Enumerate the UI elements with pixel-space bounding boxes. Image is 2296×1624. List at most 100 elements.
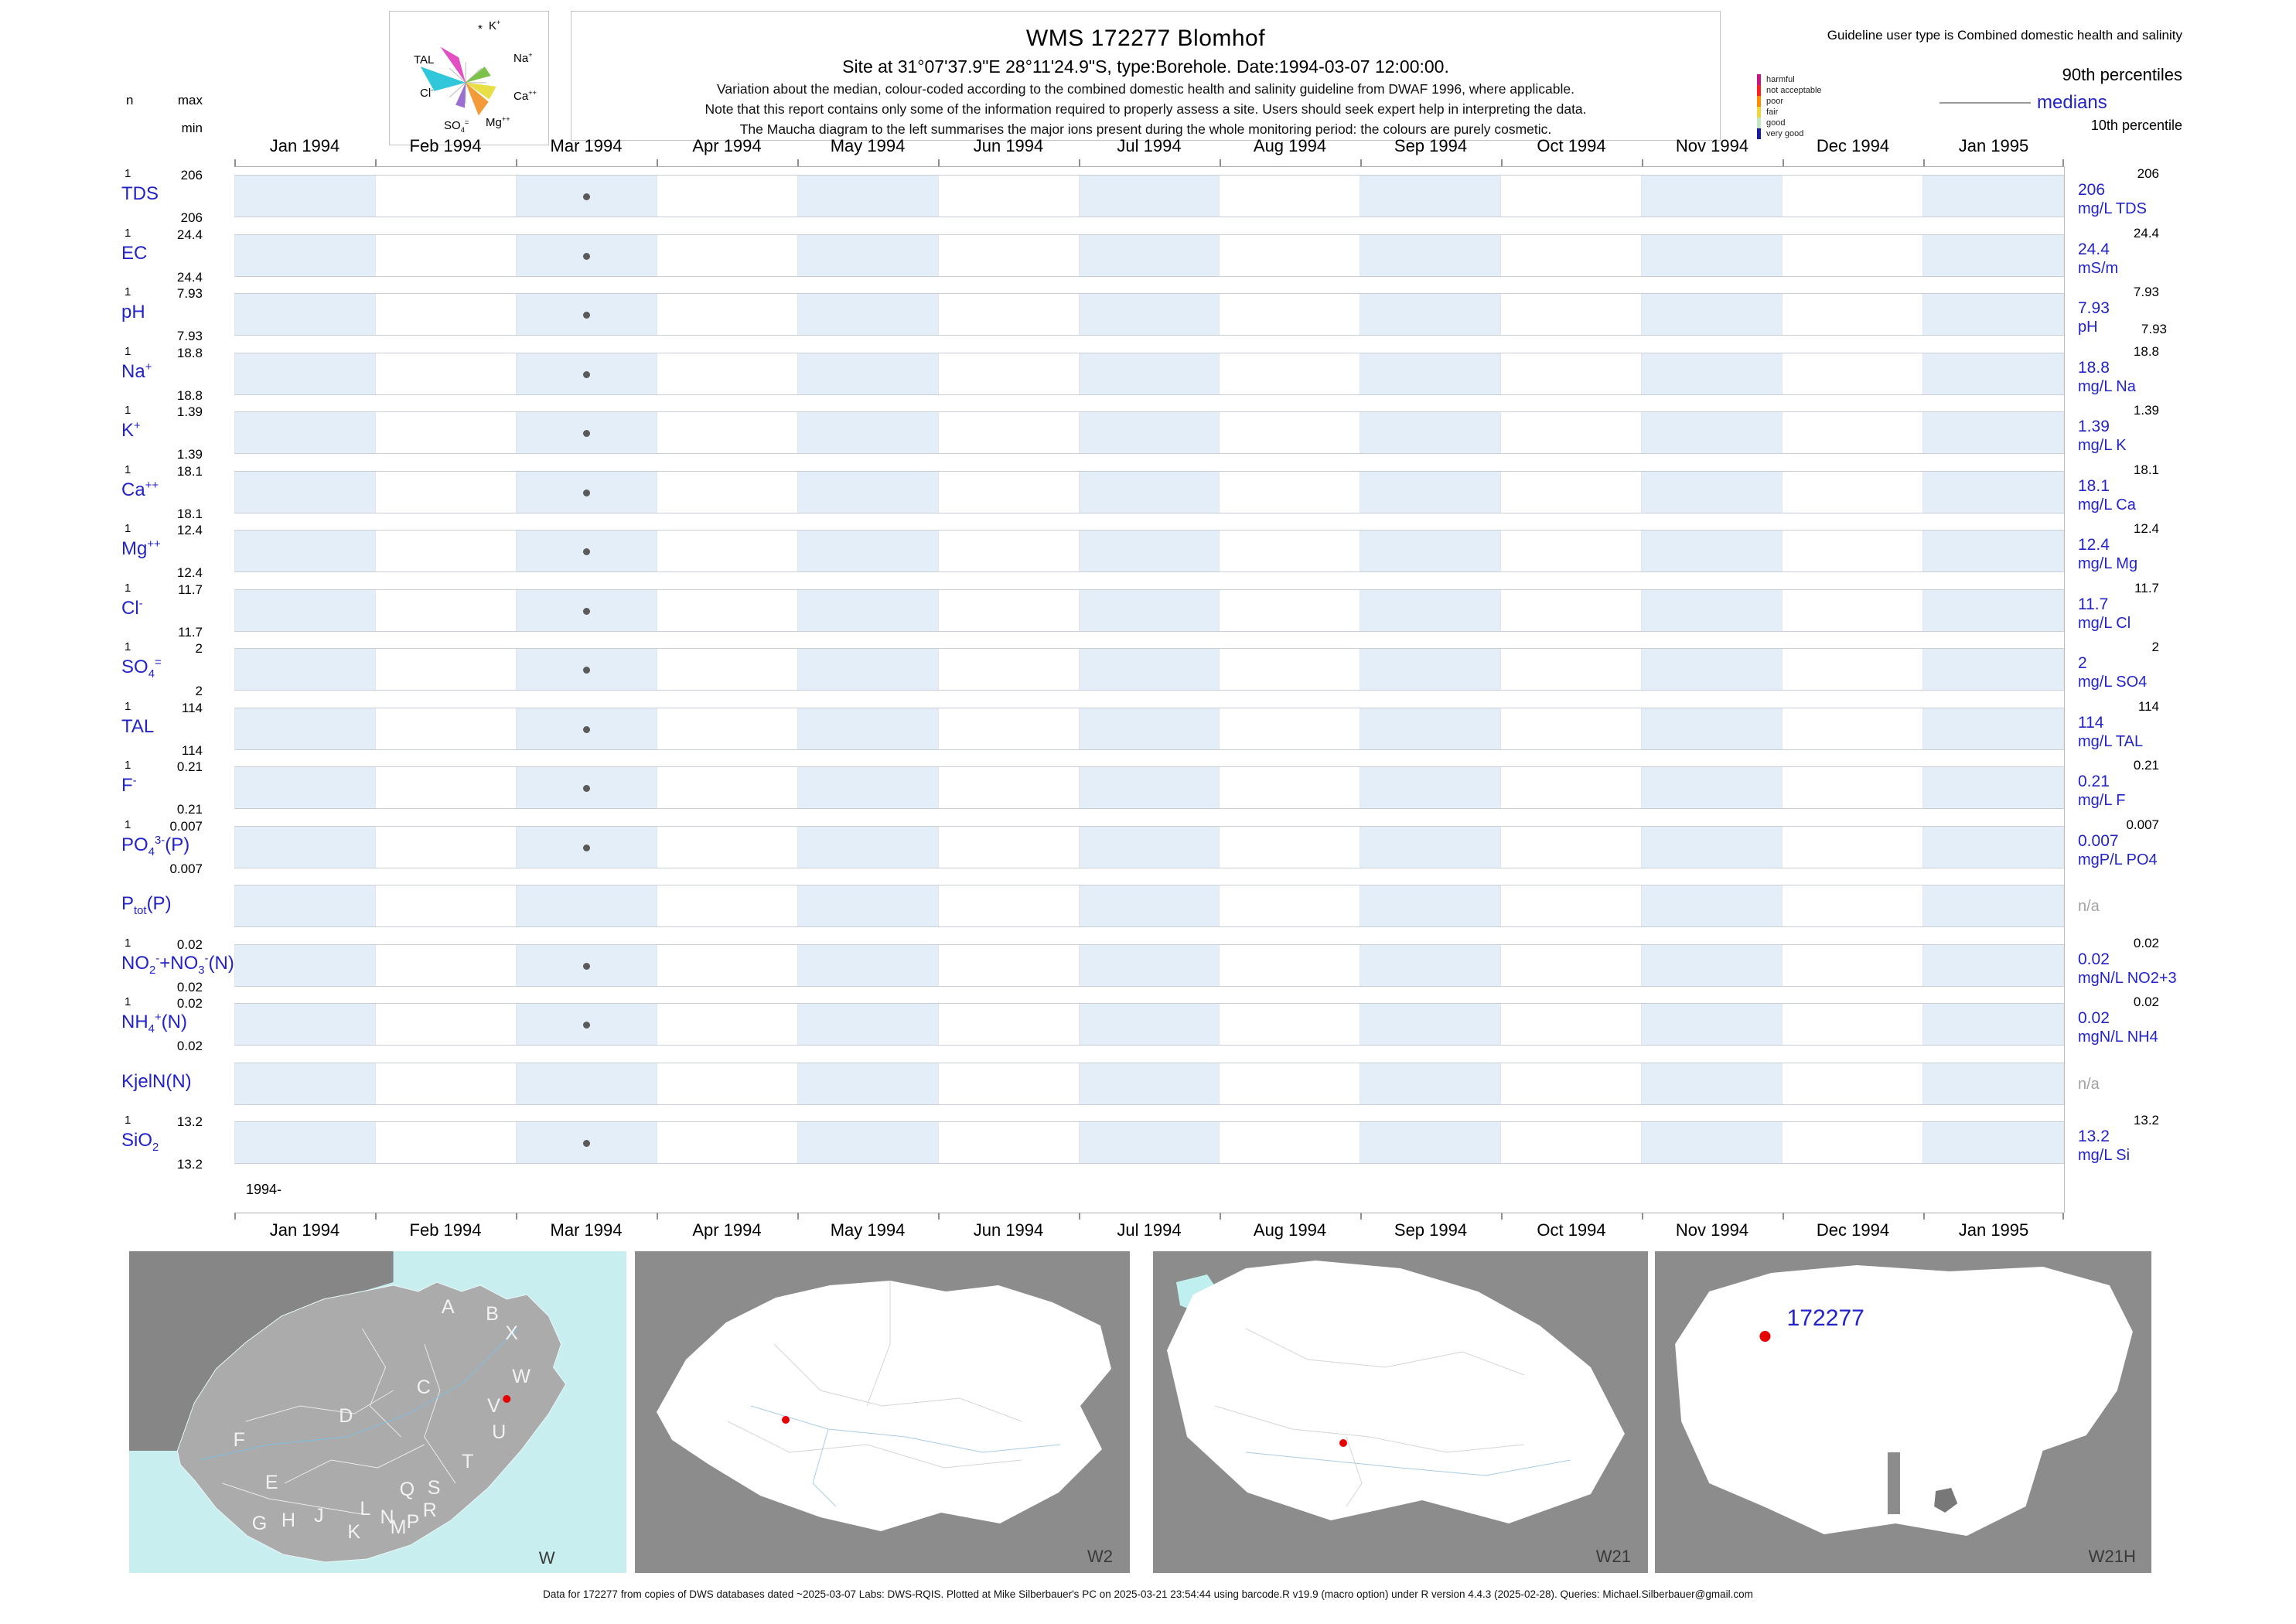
month-cell xyxy=(1360,471,1502,513)
p90-value: 7.93 xyxy=(2133,285,2159,299)
sample-count: 1 xyxy=(125,817,131,831)
p90-value: 0.02 xyxy=(2133,995,2159,1009)
median-value: 7.93 xyxy=(2078,299,2110,317)
data-point xyxy=(582,844,590,851)
maucha-k-label: K+ xyxy=(489,19,501,32)
month-cell xyxy=(1501,944,1643,986)
month-cell xyxy=(1220,531,1361,571)
month-cells xyxy=(234,352,2064,395)
month-cell xyxy=(1783,1004,1924,1045)
month-cell xyxy=(1360,234,1502,276)
axis-tick xyxy=(1783,1213,1784,1220)
maucha-tal-label: TAL xyxy=(414,53,435,67)
month-cell xyxy=(797,176,939,217)
axis-tick xyxy=(375,159,377,166)
month-cell xyxy=(1642,1004,1783,1045)
data-point xyxy=(582,430,590,437)
month-cell xyxy=(1079,826,1220,868)
axis-tick xyxy=(1642,1213,1643,1220)
maucha-na-label: Na+ xyxy=(513,51,533,65)
month-cell xyxy=(1923,885,2064,926)
site-id-label: 172277 xyxy=(1787,1305,1864,1331)
month-cells xyxy=(234,470,2064,513)
month-cell xyxy=(1360,767,1502,808)
month-cell xyxy=(1360,353,1502,394)
month-cell xyxy=(657,944,798,986)
month-cell xyxy=(1220,885,1361,926)
map-code-label: W xyxy=(539,1548,555,1568)
month-cell xyxy=(1642,885,1783,926)
month-cell xyxy=(234,589,376,631)
month-cell xyxy=(375,531,517,571)
unit-label: mgP/L PO4 xyxy=(2078,851,2158,868)
region-letter: K xyxy=(347,1521,360,1543)
unit-label: mg/L Ca xyxy=(2078,496,2136,513)
region-letter: A xyxy=(442,1296,455,1318)
month-cell xyxy=(657,708,798,749)
top-axis-line xyxy=(234,166,2064,167)
axis-tick xyxy=(516,159,517,166)
month-cell xyxy=(375,294,517,335)
month-cell xyxy=(1642,944,1783,986)
month-cell xyxy=(657,885,798,926)
sample-count: 1 xyxy=(125,226,131,240)
month-cell xyxy=(1501,708,1643,749)
guideline-class-swatch xyxy=(1757,128,1761,139)
data-point xyxy=(582,548,590,555)
month-cell xyxy=(938,353,1080,394)
unit-label: mg/L TAL xyxy=(2078,732,2144,750)
month-cell xyxy=(938,234,1080,276)
month-cell xyxy=(1360,1063,1502,1104)
month-cell xyxy=(797,294,939,335)
unit-label: mg/L TDS xyxy=(2078,200,2147,217)
month-cell xyxy=(375,944,517,986)
unit-label: mgN/L NH4 xyxy=(2078,1029,2158,1046)
parameter-label: Cl- xyxy=(121,597,143,619)
month-cell xyxy=(1360,1004,1502,1045)
month-cell xyxy=(1923,294,2064,335)
max-value: 0.007 xyxy=(169,818,203,834)
month-label: Nov 1994 xyxy=(1675,136,1749,155)
site-info: Site at 31°07'37.9"E 28°11'24.9"S, type:… xyxy=(842,56,1449,77)
sample-count: 1 xyxy=(125,699,131,713)
month-cell xyxy=(1783,176,1924,217)
tick-row-bottom xyxy=(234,1213,2064,1220)
region-letter: B xyxy=(486,1303,499,1325)
month-cell xyxy=(797,885,939,926)
month-label: Mar 1994 xyxy=(550,1220,623,1240)
month-cell xyxy=(1923,176,2064,217)
parameter-row: Na+ 1 18.8 18.8 18.8 18.8 mg/L Na xyxy=(0,344,2296,404)
region-letter: D xyxy=(339,1405,353,1427)
month-cell xyxy=(1783,234,1924,276)
month-cell xyxy=(1783,767,1924,808)
month-cell xyxy=(234,531,376,571)
month-cells xyxy=(234,648,2064,691)
month-cell xyxy=(657,294,798,335)
guideline-class-swatch xyxy=(1757,118,1761,128)
month-cell xyxy=(1220,1122,1361,1163)
data-point xyxy=(582,607,590,615)
axis-tick xyxy=(1220,159,1221,166)
guideline-class-label: poor xyxy=(1766,97,1784,106)
month-cell xyxy=(1923,649,2064,690)
month-cell xyxy=(797,1122,939,1163)
month-cell xyxy=(797,1004,939,1045)
month-cell xyxy=(1501,885,1643,926)
parameter-row: Ca++ 1 18.1 18.1 18.1 18.1 mg/L Ca xyxy=(0,462,2296,522)
month-cell xyxy=(375,708,517,749)
month-cell xyxy=(234,944,376,986)
month-cell xyxy=(375,353,517,394)
boundary-notch xyxy=(1887,1452,1900,1514)
month-cell xyxy=(1642,294,1783,335)
month-cell xyxy=(1501,1063,1643,1104)
month-cell xyxy=(657,176,798,217)
guideline-class: not acceptable xyxy=(1757,85,1822,96)
small-land-patch xyxy=(1934,1488,1958,1513)
month-cells xyxy=(234,234,2064,277)
month-label: Mar 1994 xyxy=(550,136,623,155)
month-cell xyxy=(1220,649,1361,690)
month-cell xyxy=(1220,1004,1361,1045)
region-letter: T xyxy=(462,1451,473,1472)
max-value: 11.7 xyxy=(178,582,203,597)
month-cell xyxy=(1642,708,1783,749)
